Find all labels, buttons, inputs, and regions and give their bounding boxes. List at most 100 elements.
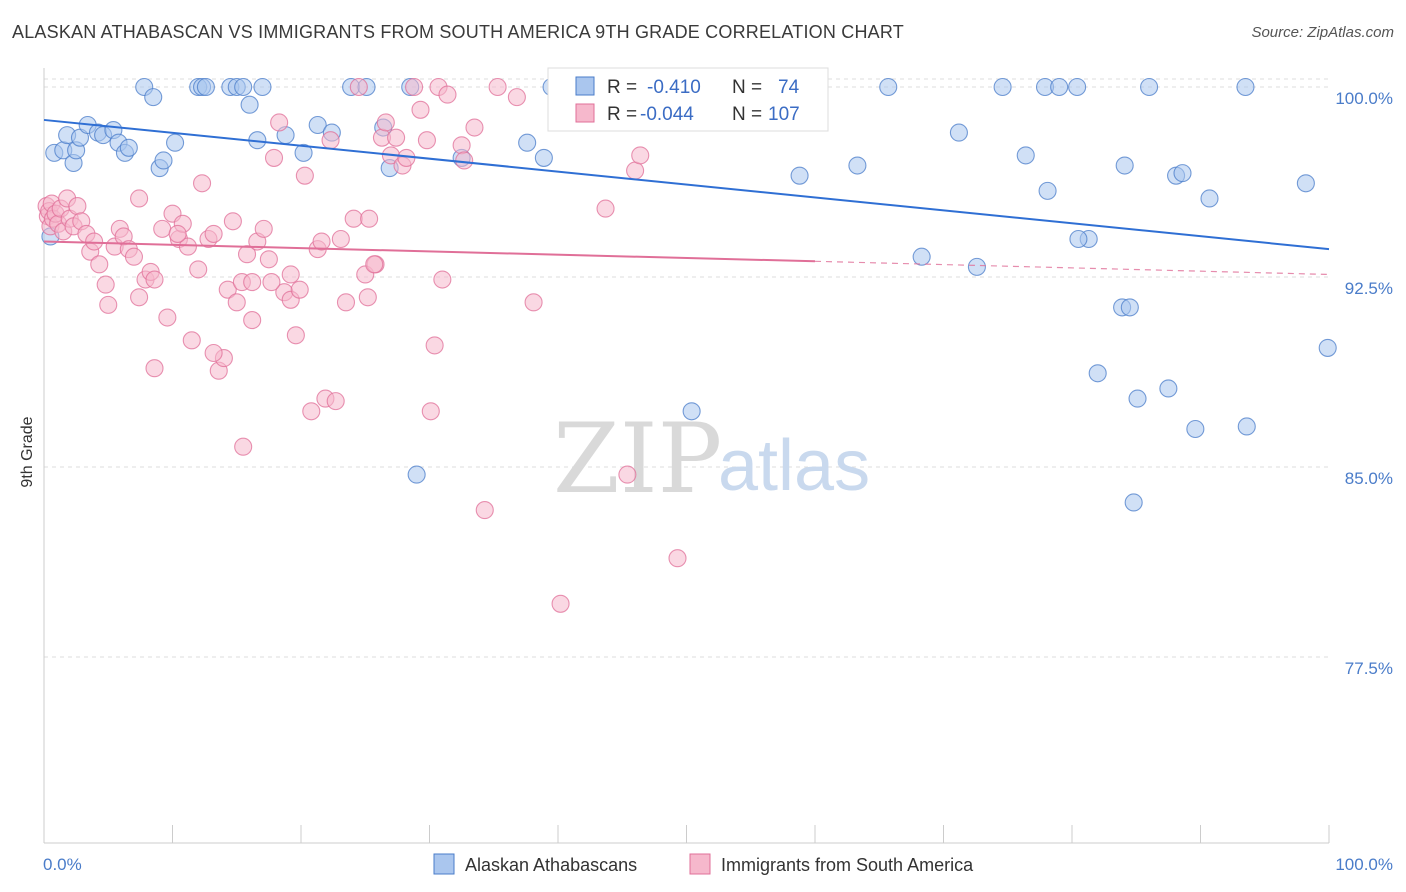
point-immigrant-south-america: [237, 245, 257, 264]
point-alaskan-athabascan: [1159, 379, 1178, 398]
trend-line-1: [43, 240, 816, 263]
point-alaskan-athabascan: [1296, 174, 1315, 193]
point-alaskan-athabascan: [1016, 146, 1035, 165]
trend-line-dashed-1: [814, 260, 1330, 276]
y-tick-label: 85.0%: [1345, 469, 1393, 488]
point-immigrant-south-america: [344, 209, 363, 228]
point-alaskan-athabascan: [154, 151, 173, 170]
point-immigrant-south-america: [331, 229, 350, 249]
grid-layer: [44, 78, 1329, 658]
point-immigrant-south-america: [417, 131, 436, 150]
point-immigrant-south-america: [290, 280, 309, 299]
stats-swatch-pink: [575, 103, 595, 123]
point-alaskan-athabascan: [993, 77, 1012, 97]
watermark-zip: ZIP: [553, 403, 722, 515]
stats-pink-r-value: -0.044: [640, 104, 694, 125]
point-immigrant-south-america: [365, 255, 384, 274]
point-immigrant-south-america: [178, 237, 197, 256]
stats-blue-n-value: 74: [778, 77, 800, 98]
point-immigrant-south-america: [387, 128, 406, 147]
point-immigrant-south-america: [358, 288, 377, 307]
legend-label-pink: Immigrants from South America: [721, 855, 974, 875]
point-immigrant-south-america: [168, 224, 187, 243]
stats-blue-n-label: N =: [732, 77, 762, 98]
axes-layer: [43, 68, 1330, 844]
point-alaskan-athabascan: [682, 402, 701, 421]
point-alaskan-athabascan: [1140, 77, 1159, 97]
point-immigrant-south-america: [321, 131, 340, 150]
point-immigrant-south-america: [326, 392, 345, 411]
point-alaskan-athabascan: [1124, 493, 1143, 512]
watermark-atlas: atlas: [718, 426, 870, 506]
point-immigrant-south-america: [218, 280, 237, 299]
stats-pink-n-label: N =: [732, 104, 762, 125]
point-alaskan-athabascan: [1120, 298, 1139, 317]
point-alaskan-athabascan: [196, 77, 215, 97]
point-alaskan-athabascan: [119, 138, 138, 157]
point-immigrant-south-america: [281, 265, 300, 284]
legend-swatch-blue: [433, 853, 455, 875]
point-alaskan-athabascan: [294, 143, 313, 162]
point-immigrant-south-america: [302, 402, 321, 421]
point-alaskan-athabascan: [240, 95, 259, 114]
point-immigrant-south-america: [234, 437, 253, 456]
y-tick-label: 100.0%: [1335, 89, 1393, 108]
point-alaskan-athabascan: [1173, 164, 1192, 183]
point-immigrant-south-america: [438, 85, 457, 104]
point-immigrant-south-america: [631, 146, 650, 165]
point-immigrant-south-america: [295, 166, 314, 185]
chart-title: ALASKAN ATHABASCAN VS IMMIGRANTS FROM SO…: [12, 22, 904, 42]
point-alaskan-athabascan: [1200, 189, 1219, 208]
point-immigrant-south-america: [204, 343, 223, 363]
point-immigrant-south-america: [465, 118, 484, 137]
source-label: Source: ZipAtlas.com: [1251, 24, 1394, 41]
point-alaskan-athabascan: [234, 77, 253, 97]
point-immigrant-south-america: [243, 273, 262, 292]
stats-pink-n-value: 107: [768, 104, 800, 125]
point-immigrant-south-america: [193, 174, 212, 193]
point-alaskan-athabascan: [534, 148, 553, 167]
point-alaskan-athabascan: [308, 115, 327, 135]
point-immigrant-south-america: [189, 260, 208, 279]
point-immigrant-south-america: [360, 209, 379, 228]
point-alaskan-athabascan: [1068, 77, 1087, 97]
point-immigrant-south-america: [96, 275, 115, 294]
point-immigrant-south-america: [223, 212, 242, 231]
point-alaskan-athabascan: [949, 123, 968, 142]
point-immigrant-south-america: [312, 232, 331, 251]
point-immigrant-south-america: [227, 293, 246, 312]
watermark: ZIP atlas: [553, 403, 870, 515]
point-immigrant-south-america: [158, 308, 177, 327]
point-immigrant-south-america: [262, 273, 281, 292]
point-immigrant-south-america: [286, 326, 305, 345]
point-alaskan-athabascan: [518, 133, 537, 152]
point-alaskan-athabascan: [848, 156, 867, 175]
point-alaskan-athabascan: [166, 133, 185, 152]
point-alaskan-athabascan: [1128, 389, 1147, 408]
point-alaskan-athabascan: [1115, 156, 1134, 175]
point-alaskan-athabascan: [790, 166, 809, 185]
y-tick-label: 77.5%: [1345, 659, 1393, 678]
point-alaskan-athabascan: [879, 77, 898, 97]
legend-label-blue: Alaskan Athabascans: [465, 855, 637, 875]
point-immigrant-south-america: [425, 336, 444, 355]
stats-blue-r-value: -0.410: [647, 77, 701, 98]
point-alaskan-athabascan: [407, 465, 426, 484]
tick-layer: 100.0% 92.5% 85.0% 77.5%: [1335, 89, 1393, 678]
point-immigrant-south-america: [264, 148, 284, 167]
stats-swatch-blue: [575, 76, 595, 96]
point-immigrant-south-america: [145, 270, 164, 289]
stats-blue-r-label: R =: [607, 77, 637, 98]
y-tick-label: 92.5%: [1345, 279, 1393, 298]
y-axis-label: 9th Grade: [19, 416, 36, 487]
point-immigrant-south-america: [524, 293, 543, 312]
stats-box-frame: [547, 67, 829, 132]
point-immigrant-south-america: [254, 219, 273, 238]
point-immigrant-south-america: [204, 224, 223, 243]
point-immigrant-south-america: [452, 136, 471, 155]
point-immigrant-south-america: [124, 247, 143, 266]
point-immigrant-south-america: [349, 77, 368, 97]
point-immigrant-south-america: [85, 232, 104, 251]
point-immigrant-south-america: [411, 100, 430, 119]
